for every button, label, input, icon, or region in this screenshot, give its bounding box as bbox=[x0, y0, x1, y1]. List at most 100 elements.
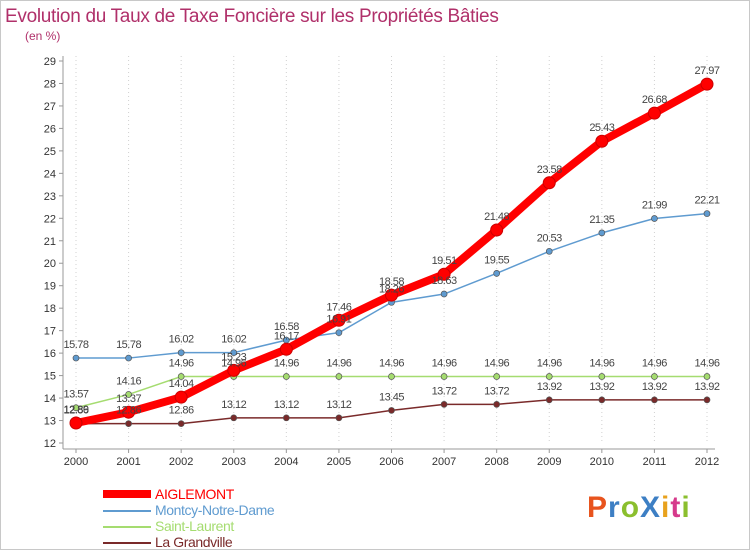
data-label-la-grandville-2004: 13.12 bbox=[274, 399, 299, 411]
data-label-saint-laurent-2006: 14.96 bbox=[379, 357, 404, 369]
data-label-saint-laurent-2003: 14.96 bbox=[221, 357, 246, 369]
legend-label-saint-laurent: Saint-Laurent bbox=[155, 518, 234, 534]
point-saint-laurent-2009 bbox=[545, 373, 553, 380]
data-label-la-grandville-2000: 12.86 bbox=[63, 405, 88, 417]
data-label-aiglemont-2008: 21.48 bbox=[484, 211, 509, 223]
point-la-grandville-2011 bbox=[651, 396, 658, 404]
data-label-saint-laurent-2008: 14.96 bbox=[484, 357, 509, 369]
point-montcy-notre-dame-2007 bbox=[440, 290, 448, 298]
data-label-saint-laurent-2004: 14.96 bbox=[274, 357, 299, 369]
point-montcy-notre-dame-2001 bbox=[125, 354, 132, 362]
point-la-grandville-2012 bbox=[703, 396, 711, 404]
data-label-montcy-notre-dame-2004: 16.58 bbox=[274, 321, 299, 333]
point-aiglemont-2010 bbox=[595, 134, 609, 148]
y-tick-label-12: 12 bbox=[44, 438, 56, 450]
point-montcy-notre-dame-2005 bbox=[335, 329, 343, 337]
data-label-aiglemont-2000: 12.89 bbox=[63, 404, 88, 416]
y-tick-label-20: 20 bbox=[44, 258, 56, 270]
data-label-saint-laurent-2009: 14.96 bbox=[537, 357, 562, 369]
data-label-montcy-notre-dame-2010: 21.35 bbox=[589, 214, 614, 226]
point-aiglemont-2012 bbox=[700, 77, 714, 91]
legend-label-montcy: Montcy-Notre-Dame bbox=[155, 502, 275, 518]
point-aiglemont-2009 bbox=[542, 176, 556, 190]
legend-label-aiglemont: AIGLEMONT bbox=[155, 486, 234, 502]
point-la-grandville-2004 bbox=[282, 414, 290, 422]
data-label-montcy-notre-dame-2009: 20.53 bbox=[537, 232, 562, 244]
data-label-montcy-notre-dame-2012: 22.21 bbox=[694, 195, 719, 207]
chart-title: Evolution du Taux de Taxe Foncière sur l… bbox=[5, 6, 499, 27]
data-label-saint-laurent-2001: 14.16 bbox=[116, 375, 141, 387]
point-saint-laurent-2000 bbox=[72, 404, 80, 412]
data-label-montcy-notre-dame-2008: 19.55 bbox=[484, 254, 509, 266]
point-saint-laurent-2005 bbox=[335, 373, 343, 380]
data-label-montcy-notre-dame-2011: 21.99 bbox=[642, 200, 667, 212]
point-la-grandville-2009 bbox=[545, 396, 553, 404]
y-tick-label-17: 17 bbox=[44, 326, 56, 338]
y-tick-label-28: 28 bbox=[44, 78, 56, 90]
data-label-aiglemont-2002: 14.04 bbox=[169, 378, 194, 390]
legend-swatch-aiglemont bbox=[103, 490, 151, 498]
data-label-aiglemont-2001: 13.37 bbox=[116, 393, 141, 405]
point-saint-laurent-2004 bbox=[282, 373, 290, 380]
data-label-aiglemont-2004: 16.17 bbox=[274, 330, 299, 342]
y-tick-label-19: 19 bbox=[44, 281, 56, 293]
data-label-la-grandville-2010: 13.92 bbox=[589, 381, 614, 393]
point-saint-laurent-2001 bbox=[125, 391, 132, 398]
y-tick-label-24: 24 bbox=[44, 168, 56, 180]
y-tick-label-21: 21 bbox=[44, 236, 56, 248]
point-la-grandville-2007 bbox=[440, 401, 448, 408]
point-la-grandville-2008 bbox=[493, 401, 501, 408]
point-aiglemont-2000 bbox=[69, 416, 83, 430]
y-tick-label-23: 23 bbox=[44, 191, 56, 203]
x-tick-label-2000: 2000 bbox=[64, 456, 88, 468]
point-saint-laurent-2006 bbox=[388, 373, 395, 380]
point-montcy-notre-dame-2012 bbox=[703, 210, 711, 217]
x-tick-label-2007: 2007 bbox=[432, 456, 456, 468]
data-label-la-grandville-2002: 12.86 bbox=[169, 405, 194, 417]
data-label-la-grandville-2003: 13.12 bbox=[221, 399, 246, 411]
point-montcy-notre-dame-2008 bbox=[493, 269, 501, 277]
x-tick-label-2003: 2003 bbox=[222, 456, 246, 468]
proxiti-logo: ProXiti bbox=[587, 491, 691, 524]
point-aiglemont-2003 bbox=[227, 363, 241, 377]
unit-label: (en %) bbox=[25, 29, 61, 43]
data-label-aiglemont-2005: 17.46 bbox=[326, 301, 351, 313]
point-montcy-notre-dame-2009 bbox=[545, 247, 553, 255]
point-aiglemont-2008 bbox=[490, 223, 504, 237]
point-la-grandville-2003 bbox=[230, 414, 238, 422]
point-montcy-notre-dame-2010 bbox=[598, 229, 606, 237]
point-la-grandville-2010 bbox=[598, 396, 606, 404]
data-label-la-grandville-2006: 13.45 bbox=[379, 391, 404, 403]
legend-swatch-montcy bbox=[103, 510, 151, 512]
point-aiglemont-2011 bbox=[647, 106, 661, 120]
x-tick-label-2002: 2002 bbox=[169, 456, 193, 468]
data-label-montcy-notre-dame-2000: 15.78 bbox=[63, 339, 88, 351]
x-tick-label-2012: 2012 bbox=[695, 456, 719, 468]
data-label-montcy-notre-dame-2003: 16.02 bbox=[221, 334, 246, 346]
data-label-montcy-notre-dame-2006: 18.26 bbox=[379, 283, 404, 295]
point-saint-laurent-2008 bbox=[493, 373, 501, 380]
data-label-montcy-notre-dame-2001: 15.78 bbox=[116, 339, 141, 351]
point-aiglemont-2001 bbox=[122, 405, 136, 419]
data-label-la-grandville-2007: 13.72 bbox=[432, 385, 457, 397]
point-aiglemont-2006 bbox=[385, 288, 398, 302]
data-label-la-grandville-2008: 13.72 bbox=[484, 385, 509, 397]
point-la-grandville-2005 bbox=[335, 414, 343, 422]
x-tick-label-2009: 2009 bbox=[537, 456, 561, 468]
y-tick-label-29: 29 bbox=[44, 56, 56, 68]
data-label-saint-laurent-2012: 14.96 bbox=[694, 357, 719, 369]
data-label-aiglemont-2003: 15.23 bbox=[221, 351, 246, 363]
data-label-la-grandville-2009: 13.92 bbox=[537, 381, 562, 393]
legend-swatch-saint-laurent bbox=[103, 526, 151, 528]
y-tick-label-25: 25 bbox=[44, 146, 56, 158]
data-label-la-grandville-2011: 13.92 bbox=[642, 381, 667, 393]
y-tick-label-14: 14 bbox=[44, 393, 56, 405]
y-tick-label-27: 27 bbox=[44, 101, 56, 113]
data-label-saint-laurent-2011: 14.96 bbox=[642, 357, 667, 369]
x-tick-label-2008: 2008 bbox=[484, 456, 508, 468]
data-label-saint-laurent-2005: 14.96 bbox=[326, 357, 351, 369]
point-montcy-notre-dame-2011 bbox=[651, 215, 658, 222]
data-label-aiglemont-2007: 19.51 bbox=[432, 255, 457, 267]
y-tick-label-13: 13 bbox=[44, 416, 56, 428]
